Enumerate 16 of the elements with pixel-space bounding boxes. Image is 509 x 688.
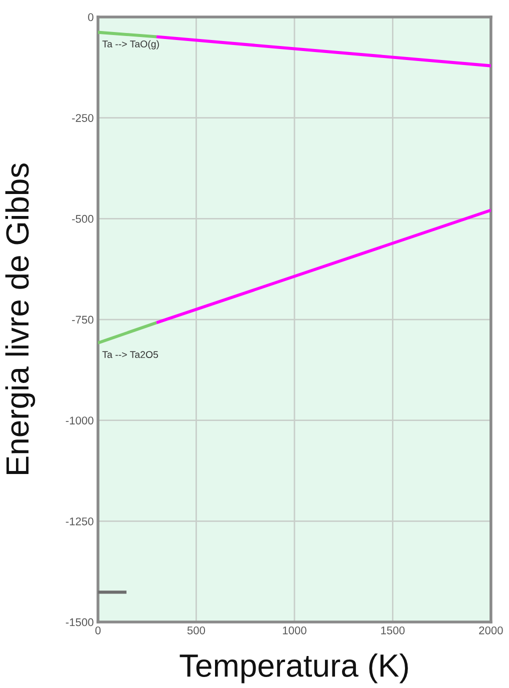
y-tick-label: 0 (88, 13, 94, 22)
y-tick-label: -1000 (66, 416, 94, 424)
x-tick-label: 0 (95, 626, 101, 634)
series-label: Ta --> Ta2O5 (102, 351, 158, 358)
y-axis-title: Energia livre de Gibbs (5, 164, 36, 474)
y-tick-label: -1250 (66, 517, 94, 526)
x-tick-label: 2000 (479, 626, 503, 634)
y-tick-label: -1500 (66, 618, 94, 626)
x-axis-title: Temperatura (K) (180, 653, 408, 684)
x-tick-label: 500 (187, 626, 206, 634)
x-tick-label: 1500 (381, 626, 405, 634)
y-tick-label: -250 (72, 114, 94, 122)
y-tick-label: -500 (72, 214, 94, 223)
x-tick-label: 1000 (282, 626, 306, 634)
series-label: Ta --> TaO(g) (102, 40, 159, 50)
y-tick-label: -750 (72, 316, 94, 324)
